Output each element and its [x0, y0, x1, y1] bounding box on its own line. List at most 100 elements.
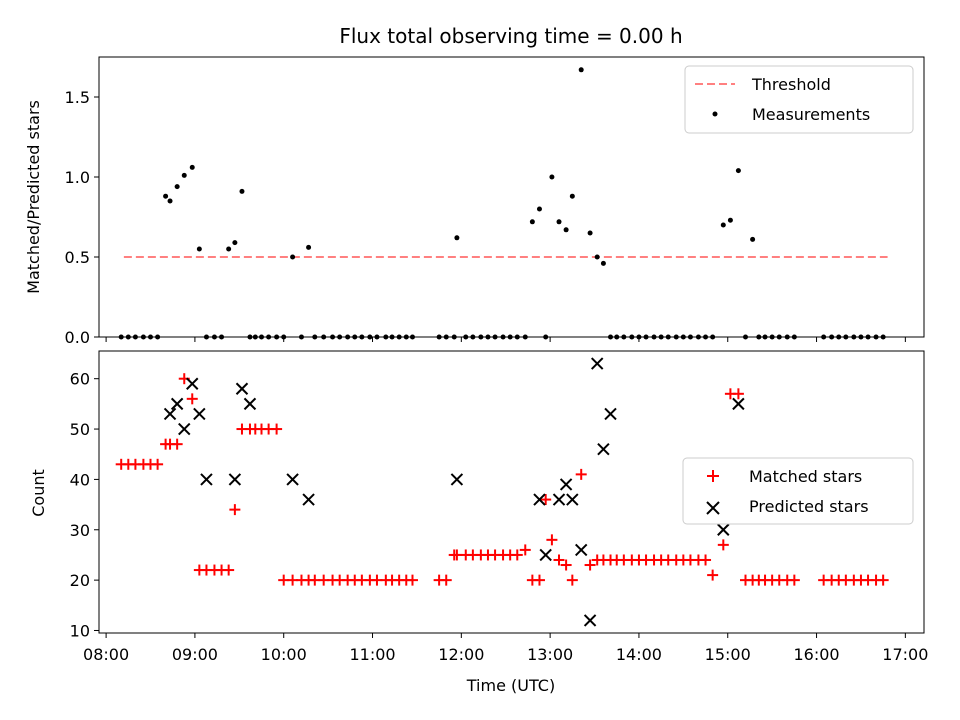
matched-star-point [560, 559, 572, 571]
bottom-x-tick-label: 09:00 [172, 645, 218, 664]
measurement-point [290, 254, 296, 260]
matched-star-point [511, 549, 523, 561]
bottom-x-tick-label: 10:00 [261, 645, 307, 664]
measurement-point [578, 67, 584, 73]
measurement-point [306, 244, 312, 250]
matched-star-point [152, 458, 164, 470]
bottom-legend-frame [682, 457, 914, 525]
legend-predicted-swatch [706, 501, 720, 515]
measurement-point [536, 206, 542, 212]
matched-star-point [700, 554, 712, 566]
bottom-x-tick-label: 14:00 [616, 645, 662, 664]
measurement-point [529, 219, 535, 225]
bottom-y-tick-label: 40 [70, 470, 90, 489]
predicted-star-point [170, 397, 184, 411]
predicted-star-point [243, 397, 257, 411]
predicted-star-point [200, 473, 213, 486]
predicted-star-point [583, 614, 597, 627]
legend-predicted-label: Predicted stars [749, 497, 869, 516]
bottom-legend: Matched stars Predicted stars [682, 457, 914, 525]
bottom-y-tick-label: 50 [70, 420, 90, 439]
matched-star-point [186, 393, 198, 405]
matched-star-point [553, 554, 565, 566]
measurement-point [735, 168, 741, 174]
matched-star-point [223, 564, 235, 576]
measurement-point [181, 172, 187, 178]
measurement-point [720, 222, 726, 228]
measurement-point [727, 217, 733, 223]
measurement-point [594, 254, 600, 260]
matched-star-point [584, 559, 596, 571]
predicted-star-point [302, 493, 315, 506]
bottom-x-tick-label: 17:00 [882, 645, 928, 664]
bottom-axes-frame [98, 350, 925, 634]
bottom-x-tick-label: 12:00 [438, 645, 484, 664]
measurement-point [167, 198, 173, 204]
measurement-point [196, 246, 202, 252]
bottom-y-tick-label: 30 [70, 521, 90, 540]
measurement-point [189, 164, 195, 170]
matched-star-point [440, 574, 452, 586]
matched-star-point [406, 574, 418, 586]
matched-star-point [171, 438, 183, 450]
matched-star-point [229, 504, 241, 516]
predicted-star-point [597, 442, 610, 456]
predicted-star-point [186, 377, 199, 390]
matched-star-point [732, 388, 744, 400]
predicted-star-point [575, 543, 588, 557]
top-y-tick-label: 0.5 [65, 248, 90, 267]
bottom-x-tick-label: 08:00 [83, 645, 129, 664]
legend-matched-label: Matched stars [749, 467, 862, 486]
measurement-point [556, 219, 562, 225]
measurement-point [587, 230, 593, 236]
matched-star-point [533, 574, 545, 586]
predicted-star-point [590, 357, 604, 370]
top-y-tick-label: 1.5 [65, 88, 90, 107]
measurement-point [600, 260, 606, 266]
matched-star-point [788, 574, 800, 586]
top-legend: Threshold Measurements [684, 65, 914, 134]
matched-star-point [566, 574, 578, 586]
matched-star-point [877, 574, 889, 586]
bottom-y-tick-label: 20 [70, 571, 90, 590]
matched-star-point [707, 569, 719, 581]
bottom-x-tick-label: 15:00 [705, 645, 751, 664]
matched-star-point [271, 423, 283, 435]
measurement-point [226, 246, 232, 252]
predicted-star-point [552, 493, 566, 506]
measurement-point [563, 227, 569, 233]
bottom-x-tick-label: 11:00 [349, 645, 395, 664]
top-legend-frame [684, 65, 914, 134]
predicted-star-point [559, 478, 573, 491]
matched-star-point [717, 539, 729, 551]
bottom-y-tick-label: 10 [70, 621, 90, 640]
predicted-star-point [450, 473, 464, 486]
measurement-point [750, 236, 756, 242]
predicted-star-point [533, 493, 546, 506]
legend-measurements-swatch [712, 111, 718, 117]
x-axis-label: Time (UTC) [466, 676, 555, 695]
bottom-y-tick-label: 60 [70, 370, 90, 389]
predicted-star-point [717, 523, 730, 536]
legend-measurements-label: Measurements [752, 105, 870, 124]
predicted-star-point [163, 407, 177, 421]
top-y-tick-label: 0.0 [65, 328, 90, 347]
matched-star-point [519, 544, 531, 556]
measurement-point [549, 174, 555, 180]
predicted-star-point [286, 473, 299, 486]
predicted-star-point [228, 473, 242, 486]
measurement-point [239, 188, 245, 194]
predicted-star-point [732, 397, 745, 411]
bottom-x-tick-label: 16:00 [793, 645, 839, 664]
matched-star-point [546, 534, 558, 546]
predicted-star-point [193, 407, 206, 421]
measurement-point [174, 184, 180, 190]
matched-star-point [575, 468, 587, 480]
measurement-point [232, 240, 238, 246]
matched-star-point [540, 494, 552, 506]
predicted-star-point [235, 382, 249, 395]
predicted-star-point [539, 548, 552, 562]
measurement-point [454, 235, 460, 241]
bottom-y-axis-label: Count [29, 469, 48, 517]
